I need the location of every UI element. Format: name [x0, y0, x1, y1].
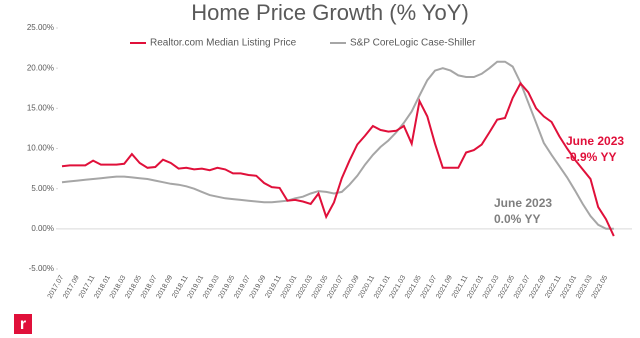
- y-tick-label: 5.00%: [31, 184, 54, 193]
- logo: r: [14, 314, 32, 334]
- chart-title: Home Price Growth (% YoY): [191, 0, 469, 25]
- y-tick-label: 0.00%: [31, 224, 54, 233]
- annotation: June 2023: [494, 196, 552, 210]
- annotation: -0.9% YY: [566, 150, 616, 164]
- y-tick-label: 20.00%: [27, 63, 54, 72]
- svg-text:r: r: [20, 316, 26, 333]
- y-tick-label: -5.00%: [29, 264, 54, 273]
- annotation: 0.0% YY: [494, 212, 540, 226]
- legend-label: S&P CoreLogic Case-Shiller: [350, 38, 476, 49]
- annotation: June 2023: [566, 134, 624, 148]
- y-tick-label: 25.00%: [27, 23, 54, 32]
- line-series: [61, 81, 615, 237]
- y-tick-label: 10.00%: [27, 144, 54, 153]
- legend-label: Realtor.com Median Listing Price: [150, 38, 297, 49]
- y-tick-label: 15.00%: [27, 103, 54, 112]
